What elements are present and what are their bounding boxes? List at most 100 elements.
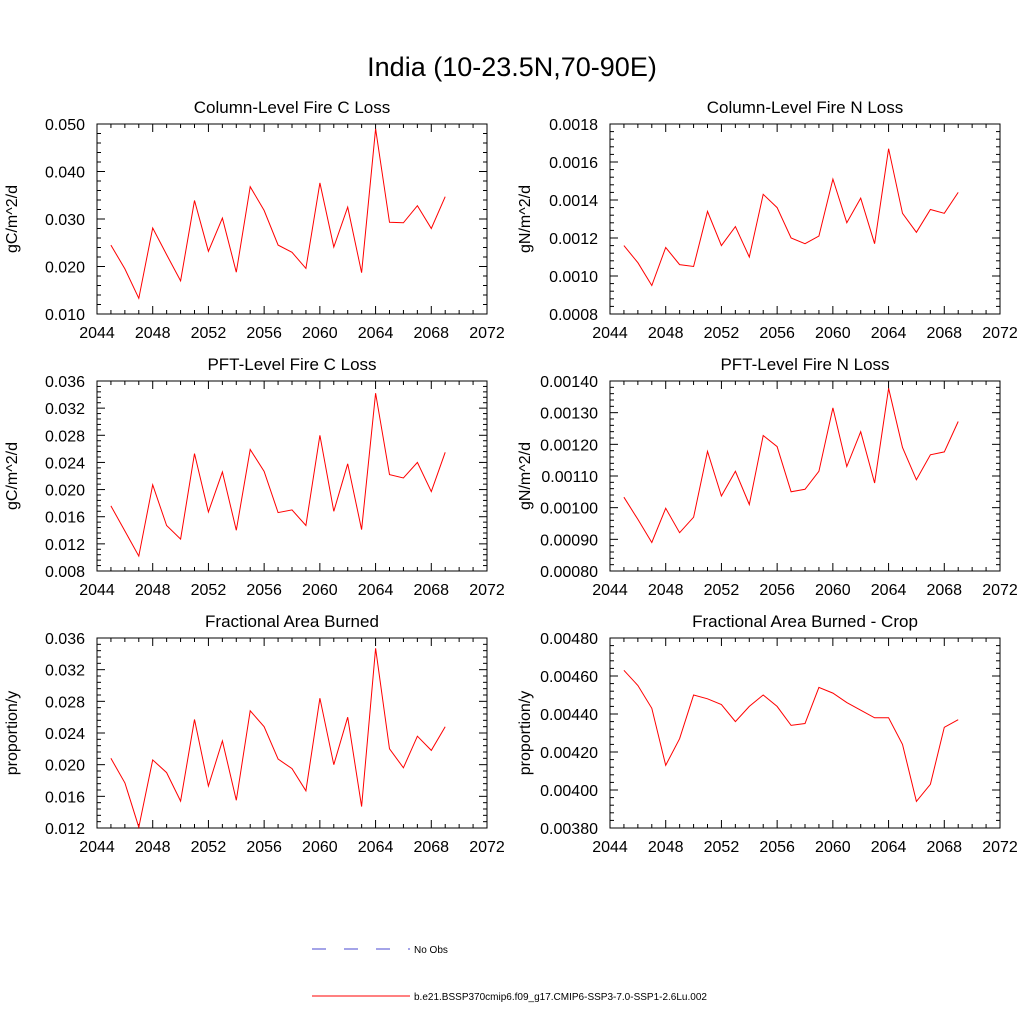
data-point	[637, 519, 638, 520]
data-point	[110, 758, 111, 759]
data-point	[403, 767, 404, 768]
figure-title: India (10-23.5N,70-90E)	[367, 52, 657, 82]
data-point	[250, 449, 251, 450]
data-point	[180, 800, 181, 801]
y-tick-label: 0.0014	[549, 193, 598, 210]
y-tick-label: 0.016	[45, 789, 85, 806]
x-tick-label: 2064	[871, 325, 907, 342]
series-line	[623, 669, 959, 803]
y-tick-label: 0.040	[45, 165, 85, 182]
legend-label-model-run: b.e21.BSSP370cmip6.f09_g17.CMIP6-SSP3-7.…	[414, 992, 707, 1003]
data-point	[623, 670, 624, 671]
data-point	[110, 245, 111, 246]
x-tick-label: 2068	[413, 325, 449, 342]
data-point	[832, 179, 833, 180]
data-point	[333, 511, 334, 512]
x-tick-label: 2044	[79, 582, 115, 599]
x-tick-label: 2060	[815, 582, 851, 599]
y-tick-label: 0.00110	[541, 469, 598, 486]
series-line	[623, 148, 959, 287]
data-point	[445, 452, 446, 453]
data-point	[874, 243, 875, 244]
data-point	[944, 213, 945, 214]
data-point	[236, 800, 237, 801]
x-tick-label: 2052	[191, 582, 227, 599]
x-tick-label: 2052	[704, 325, 740, 342]
x-tick-label: 2052	[704, 839, 740, 856]
data-point	[679, 264, 680, 265]
data-point	[777, 446, 778, 447]
y-tick-label: 0.00400	[540, 783, 598, 800]
data-point	[777, 706, 778, 707]
data-point	[375, 393, 376, 394]
data-point	[651, 708, 652, 709]
data-point	[347, 207, 348, 208]
y-tick-label: 0.036	[45, 631, 85, 648]
data-point	[721, 245, 722, 246]
data-point	[305, 525, 306, 526]
chart-panels: 2044 2048 2052 2056 2060 2064 2068 2072 0.010 0.0…	[4, 98, 1018, 856]
x-tick-label: 2060	[302, 582, 338, 599]
x-tick-label: 2052	[704, 582, 740, 599]
data-point	[222, 471, 223, 472]
x-tick-label: 2068	[413, 582, 449, 599]
x-tick-label: 2072	[469, 582, 505, 599]
y-tick-label: 0.00140	[540, 374, 598, 391]
panel-title: Fractional Area Burned	[205, 612, 379, 631]
data-point	[818, 236, 819, 237]
data-point	[790, 491, 791, 492]
data-point	[333, 246, 334, 247]
data-point	[930, 784, 931, 785]
y-tick-label: 0.016	[45, 510, 85, 527]
data-point	[305, 268, 306, 269]
x-tick-label: 2072	[469, 839, 505, 856]
y-tick-label: 0.0012	[549, 231, 598, 248]
x-tick-label: 2068	[926, 839, 962, 856]
data-point	[651, 285, 652, 286]
plot-frame	[96, 637, 488, 829]
data-point	[264, 726, 265, 727]
x-tick-label: 2072	[982, 325, 1018, 342]
data-point	[679, 738, 680, 739]
data-point	[180, 539, 181, 540]
x-tick-label: 2068	[413, 839, 449, 856]
panel-title: PFT-Level Fire C Loss	[207, 355, 376, 374]
y-tick-label: 0.012	[45, 821, 85, 838]
data-point	[707, 451, 708, 452]
y-tick-label: 0.00120	[540, 437, 598, 454]
data-point	[930, 209, 931, 210]
panel-pft-level-fire-n-loss: 2044 2048 2052 2056 2060 2064 2068 2072 0.00080 0…	[517, 355, 1018, 599]
data-point	[333, 764, 334, 765]
y-axis-label: gN/m^2/d	[517, 185, 534, 253]
data-point	[319, 182, 320, 183]
data-point	[804, 723, 805, 724]
x-tick-label: 2044	[79, 325, 115, 342]
data-point	[902, 213, 903, 214]
y-tick-label: 0.028	[45, 694, 85, 711]
data-point	[361, 806, 362, 807]
x-tick-label: 2068	[926, 582, 962, 599]
x-tick-label: 2048	[648, 839, 684, 856]
data-point	[138, 555, 139, 556]
x-tick-label: 2064	[871, 582, 907, 599]
x-tick-label: 2060	[302, 325, 338, 342]
y-tick-label: 0.028	[45, 428, 85, 445]
data-point	[944, 451, 945, 452]
data-point	[208, 785, 209, 786]
data-point	[291, 509, 292, 510]
data-point	[138, 827, 139, 828]
data-point	[735, 226, 736, 227]
y-tick-label: 0.00460	[540, 669, 598, 686]
data-point	[693, 517, 694, 518]
x-tick-label: 2064	[358, 839, 394, 856]
data-point	[166, 772, 167, 773]
data-point	[152, 759, 153, 760]
plot-frame	[609, 637, 1001, 829]
data-point	[110, 505, 111, 506]
y-tick-label: 0.020	[45, 260, 85, 277]
y-tick-label: 0.00080	[540, 564, 598, 581]
data-point	[665, 247, 666, 248]
data-point	[361, 272, 362, 273]
data-point	[166, 254, 167, 255]
x-tick-label: 2060	[302, 839, 338, 856]
